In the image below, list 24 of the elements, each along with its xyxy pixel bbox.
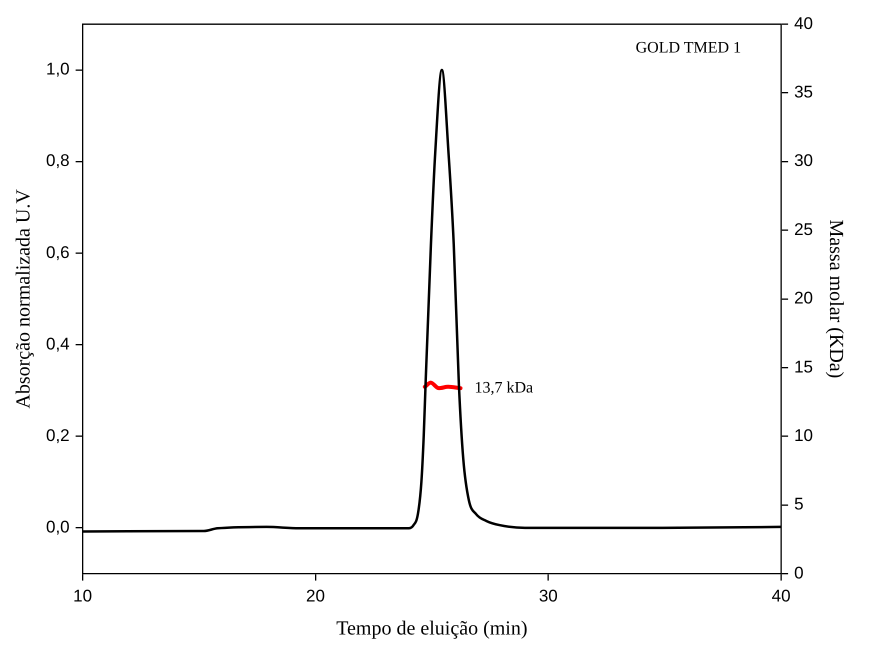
y-tick-label: 0,2: [46, 426, 70, 445]
y-tick-label: 0,8: [46, 151, 70, 170]
y2-tick-label: 20: [794, 288, 814, 308]
y-tick-label: 0,4: [46, 334, 70, 354]
annotation: GOLD TMED 1: [636, 39, 742, 56]
y2-axis-title: Massa molar (KDa): [824, 219, 847, 378]
annotation: 13,7 kDa: [474, 379, 534, 396]
x-axis-title: Tempo de eluição (min): [336, 617, 528, 640]
y2-tick-label: 30: [794, 151, 814, 170]
y-tick-label: 1,0: [46, 60, 70, 79]
y2-tick-label: 35: [794, 82, 814, 102]
y-axis-title: Absorção normalizada U.V: [12, 188, 34, 409]
x-tick-label: 30: [538, 586, 558, 606]
y2-tick-label: 10: [794, 426, 814, 445]
y-tick-label: 0,6: [46, 242, 70, 262]
x-tick-label: 20: [306, 586, 325, 606]
y2-tick-label: 15: [794, 357, 814, 376]
y2-tick-label: 0: [794, 563, 804, 582]
x-tick-label: 10: [73, 586, 92, 606]
y2-tick-label: 5: [794, 494, 804, 514]
y2-tick-label: 25: [794, 220, 814, 239]
y2-tick-label: 40: [794, 14, 814, 33]
x-tick-label: 40: [772, 586, 791, 606]
y-tick-label: 0,0: [46, 518, 70, 537]
